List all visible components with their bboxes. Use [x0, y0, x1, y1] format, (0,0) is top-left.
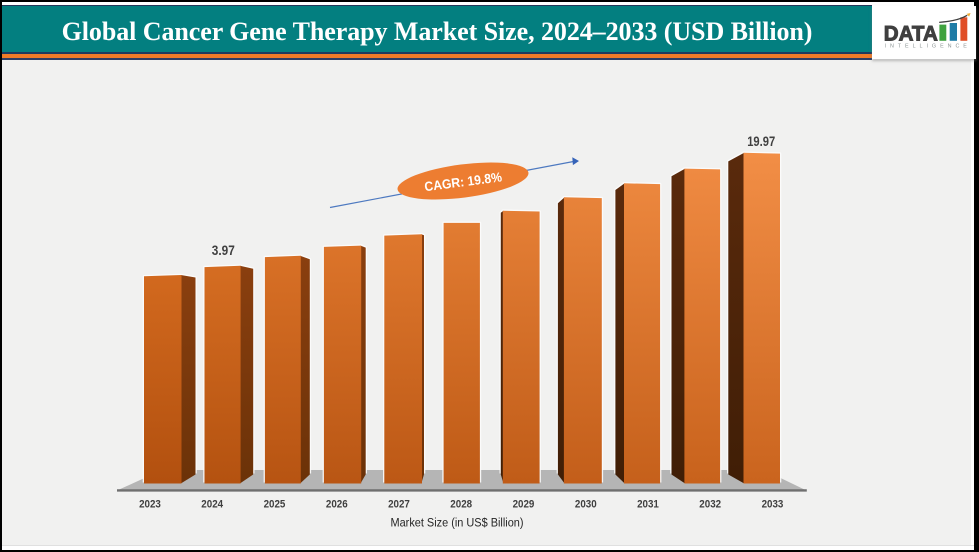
- svg-text:2024: 2024: [201, 498, 224, 510]
- svg-text:INTELLIGENCE: INTELLIGENCE: [885, 43, 971, 49]
- svg-text:DATA: DATA: [884, 22, 938, 45]
- svg-text:2025: 2025: [264, 498, 286, 510]
- svg-text:Market Size (in US$ Billion): Market Size (in US$ Billion): [391, 516, 524, 530]
- svg-text:2028: 2028: [450, 498, 472, 510]
- svg-text:2027: 2027: [388, 498, 410, 510]
- svg-text:19.97: 19.97: [747, 133, 775, 149]
- svg-text:2031: 2031: [637, 498, 659, 510]
- svg-text:3.97: 3.97: [212, 242, 235, 258]
- svg-text:2032: 2032: [699, 498, 721, 510]
- svg-text:2030: 2030: [575, 498, 597, 510]
- svg-text:2033: 2033: [762, 498, 784, 510]
- svg-text:2029: 2029: [513, 498, 535, 510]
- svg-text:2023: 2023: [139, 498, 161, 510]
- svg-text:2026: 2026: [326, 498, 348, 510]
